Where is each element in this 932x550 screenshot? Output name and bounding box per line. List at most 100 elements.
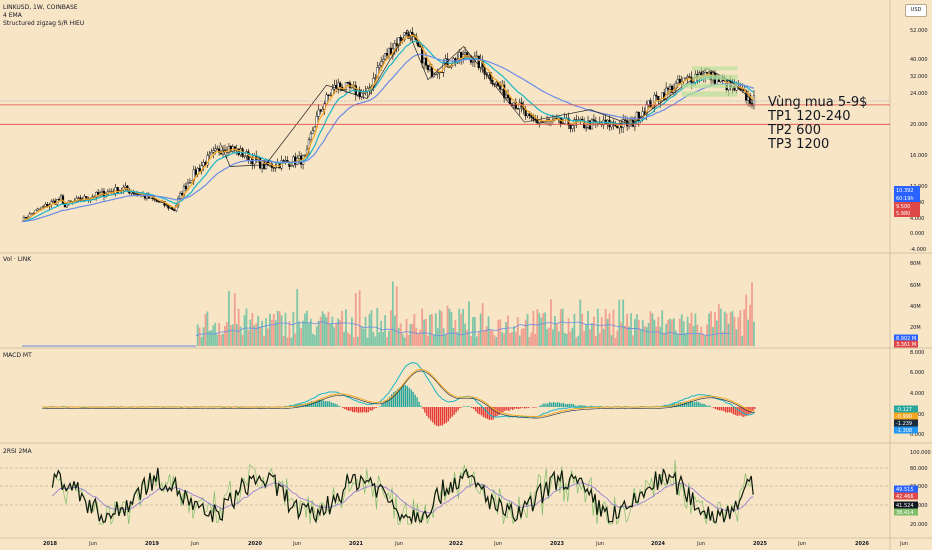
volume-bar	[231, 324, 234, 346]
volume-bar	[659, 326, 662, 346]
macd-histogram-bar	[496, 407, 498, 417]
indicator-ema-label: 4 EMA	[3, 12, 22, 19]
rsi-axis-tick: 40.000	[910, 503, 928, 509]
macd-histogram-bar	[683, 401, 686, 407]
price-label: 41.524	[896, 503, 914, 509]
macd-histogram-bar	[320, 399, 323, 407]
volume-bar	[354, 293, 357, 346]
macd-histogram-bar	[385, 400, 387, 407]
volume-bar	[735, 329, 738, 346]
time-axis-tick: Jun	[292, 541, 301, 547]
volume-bar	[745, 294, 748, 346]
rsi-axis-tick: 100.000	[910, 450, 931, 456]
volume-bar	[647, 322, 650, 346]
volume-bar	[575, 337, 578, 346]
macd-histogram-bar	[574, 405, 576, 407]
volume-bar	[237, 308, 240, 346]
candle-body	[44, 204, 47, 207]
macd-histogram-bar	[549, 402, 551, 407]
volume-bar	[372, 332, 375, 346]
volume-bar	[653, 319, 656, 346]
volume-bar	[674, 330, 677, 346]
macd-histogram-bar	[314, 401, 317, 407]
candle-body	[436, 72, 439, 75]
macd-histogram-bar	[474, 407, 477, 412]
price-label-box	[894, 508, 918, 516]
volume-bar	[265, 318, 267, 346]
candle-body	[668, 85, 672, 90]
volume-bar	[637, 320, 640, 346]
volume-bar	[501, 332, 504, 346]
volume-bar	[690, 312, 693, 346]
volume-bar	[526, 314, 529, 346]
candle-body	[383, 53, 387, 60]
macd-histogram-bar	[449, 407, 451, 419]
price-label-box	[894, 501, 918, 509]
volume-bar	[493, 335, 496, 346]
indicator-zigzag-label: Structured zigzag S/R HIEU	[3, 20, 85, 27]
volume-bar	[657, 316, 660, 346]
price-label: -0.127	[896, 407, 912, 413]
macd-histogram-bar	[553, 401, 555, 407]
macd-histogram-bar	[582, 405, 584, 407]
volume-bar	[747, 319, 750, 346]
macd-histogram-bar	[523, 407, 526, 409]
volume-bar	[319, 316, 322, 346]
candle-body	[561, 122, 564, 125]
candle-body	[313, 126, 316, 131]
candle-body	[528, 113, 531, 116]
volume-bar	[678, 318, 681, 346]
volume-bar	[450, 311, 453, 346]
volume-bar	[569, 331, 572, 346]
candle-body	[706, 72, 709, 74]
volume-bar	[257, 315, 260, 346]
volume-bar	[700, 326, 703, 346]
volume-bar	[272, 314, 275, 346]
volume-bar	[386, 337, 388, 346]
candle-body	[165, 204, 168, 206]
candle-body	[688, 76, 691, 78]
price-label: -0.990	[896, 414, 912, 420]
volume-bar	[431, 314, 433, 346]
macd-histogram-bar	[513, 407, 516, 409]
macd-histogram-bar	[433, 407, 436, 425]
price-label: -1.308	[896, 428, 912, 434]
candle-body	[471, 61, 474, 63]
volume-bar	[228, 291, 230, 346]
macd-histogram-bar	[701, 403, 703, 407]
volume-bar	[612, 309, 615, 346]
candle-body	[163, 201, 166, 206]
candle-body	[676, 79, 679, 84]
volume-bar	[308, 323, 310, 346]
volume-bar	[329, 323, 332, 346]
candle-body	[684, 77, 687, 79]
candle-body	[428, 66, 432, 71]
candle-body	[526, 113, 529, 117]
volume-bar	[290, 337, 293, 346]
candle-body	[571, 125, 574, 129]
macd-histogram-bar	[326, 401, 328, 407]
price-axis-tick: 0.000	[910, 231, 924, 237]
macd-histogram-bar	[541, 404, 543, 407]
macd-histogram-bar	[445, 407, 448, 423]
candle-body	[212, 150, 215, 153]
candle-body	[179, 193, 182, 199]
volume-bar	[393, 315, 396, 346]
volume-axis-tick: 80M	[910, 261, 921, 267]
volume-bar	[536, 309, 539, 346]
macd-histogram-bar	[508, 407, 510, 411]
volume-bar	[374, 336, 377, 346]
macd-histogram-bar	[420, 405, 422, 407]
candle-body	[218, 148, 221, 153]
volume-bar	[530, 332, 533, 346]
volume-bar	[247, 330, 250, 346]
currency-button[interactable]: USD	[905, 4, 927, 17]
price-axis-tick: 40.000	[910, 57, 928, 63]
rsi-ma-line	[52, 481, 754, 514]
macd-histogram-bar	[348, 407, 350, 411]
price-label-box	[894, 492, 918, 500]
macd-histogram-bar	[746, 407, 748, 416]
volume-bar	[206, 311, 209, 346]
